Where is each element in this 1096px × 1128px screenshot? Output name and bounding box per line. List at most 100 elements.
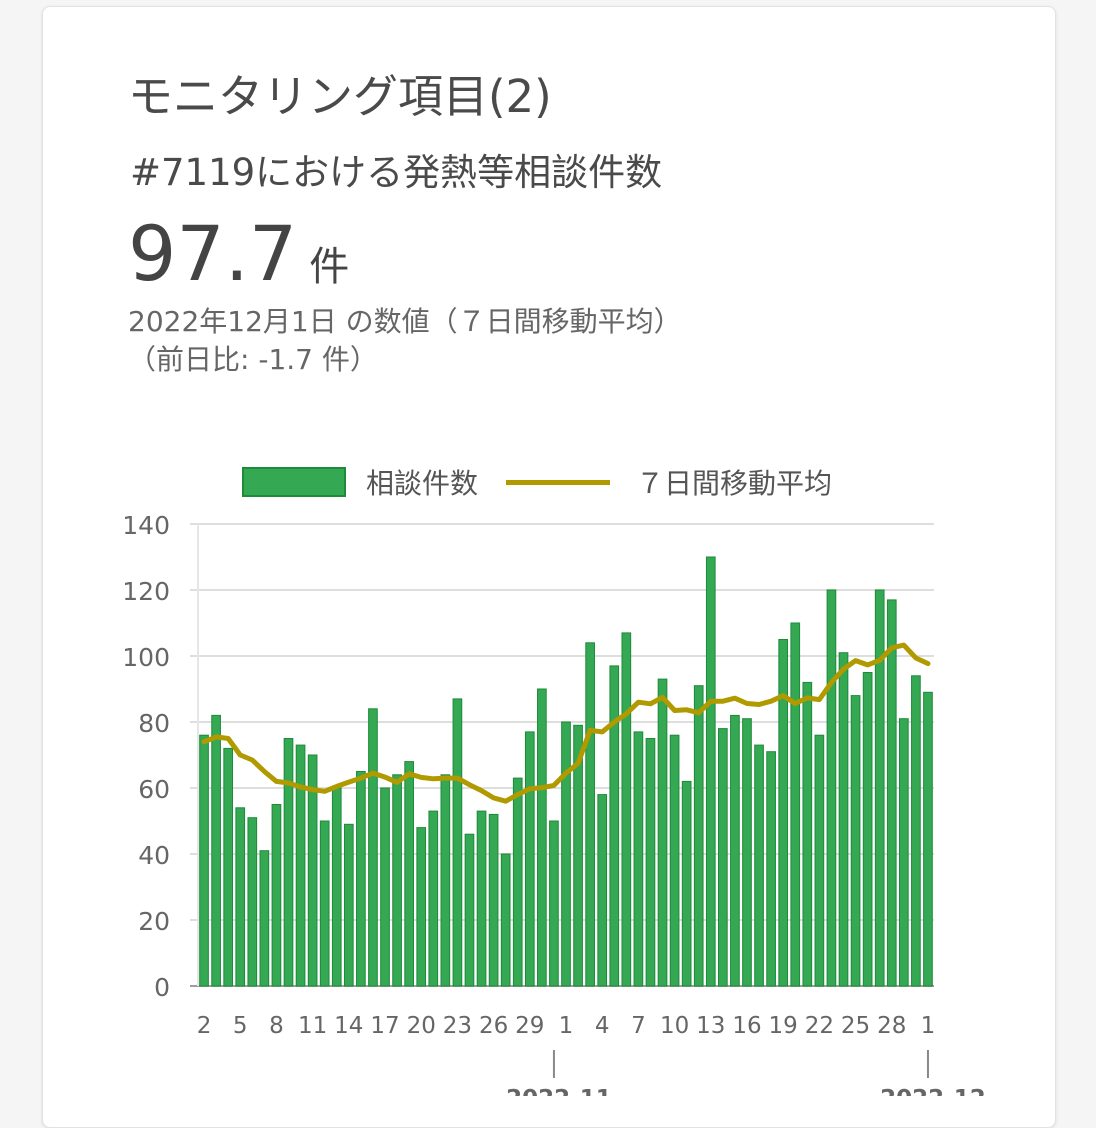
x-tick-label: 29 [515,1013,544,1039]
bar [766,751,776,987]
value-number: 97.7 [128,209,298,298]
x-tick-label: 26 [479,1013,508,1039]
bar [223,747,234,987]
bar [561,721,571,987]
bar [850,695,861,987]
bar [790,622,801,987]
bar [404,761,414,987]
x-tick-label: 22 [805,1013,834,1039]
legend-line-swatch [506,479,611,485]
bar [488,813,499,987]
y-tick-label: 120 [122,577,170,606]
bar [331,787,342,987]
month-label: 2022-11 [506,1086,612,1096]
bar [898,718,909,987]
x-tick-label: 20 [407,1013,436,1039]
y-tick-label: 40 [138,841,170,870]
bar [211,714,221,987]
x-tick-label: 4 [595,1013,610,1039]
x-tick-label: 25 [841,1013,870,1039]
bar [730,714,740,987]
moving-average-line [201,642,931,804]
bar [633,731,644,987]
bar [500,853,511,987]
value-change-note: （前日比: -1.7 件） [128,343,378,376]
bar [621,632,632,987]
x-tick-label: 8 [269,1013,284,1039]
bar [537,688,547,987]
value-unit: 件 [309,244,350,290]
bar [874,589,885,987]
bar [597,794,608,987]
bar [923,691,933,987]
month-label: 2022-12 [880,1086,986,1096]
bar [392,774,402,987]
bar [464,833,475,987]
x-tick-label: 2 [197,1013,212,1039]
legend-bar-swatch [242,467,346,497]
bar [549,820,559,987]
x-tick-label: 11 [298,1013,327,1039]
bar [440,774,451,987]
x-tick-label: 7 [631,1013,646,1039]
bar [573,724,583,987]
bar [585,642,595,987]
x-tick-label: 23 [443,1013,472,1039]
bar [681,780,692,987]
x-tick-label: 1 [559,1013,574,1039]
x-tick-label: 19 [769,1013,798,1039]
bar [814,734,825,987]
bar [356,771,366,987]
y-tick-label: 20 [138,907,170,936]
y-tick-label: 80 [138,709,170,738]
bar [693,685,704,987]
bar [271,804,282,987]
bar [742,718,752,987]
y-tick-label: 60 [138,775,170,804]
bar [343,823,354,987]
x-tick-label: 10 [660,1013,689,1039]
value-date-note: 2022年12月1日 の数値（７日間移動平均） [128,305,682,338]
bar [476,810,487,987]
legend-bar-label: 相談件数 [366,467,479,500]
bar [319,820,330,987]
bar [838,652,849,987]
y-tick-label: 0 [154,973,170,1002]
bar [380,787,390,987]
bar [452,698,463,987]
bar [247,817,258,987]
chart-legend: 相談件数 ７日間移動平均 [242,460,832,504]
bar [428,810,439,987]
chart-bars [199,556,933,987]
bar [669,734,680,987]
bar [416,827,427,987]
bar [802,681,813,987]
x-tick-label: 14 [334,1013,363,1039]
x-tick-label: 17 [370,1013,399,1039]
headline-value: 97.7 件 [128,208,349,299]
bar [754,744,764,987]
bar [368,708,378,987]
y-tick-label: 100 [122,643,170,672]
bar [283,738,294,987]
bar [295,744,306,987]
bar [199,734,209,987]
bar [259,850,270,987]
x-tick-label: 13 [696,1013,725,1039]
x-tick-label: 28 [877,1013,906,1039]
x-tick-label: 5 [233,1013,248,1039]
x-tick-label: 1 [921,1013,936,1039]
bar [778,639,789,987]
bar [307,754,318,987]
bar [705,556,716,987]
bar [911,675,921,987]
bar [645,738,656,987]
card-title: モニタリング項目(2) [128,70,552,123]
chart-moving-average [201,642,931,804]
x-tick-label: 16 [732,1013,761,1039]
bar [862,672,873,987]
bar [886,599,897,987]
bar [524,731,535,987]
